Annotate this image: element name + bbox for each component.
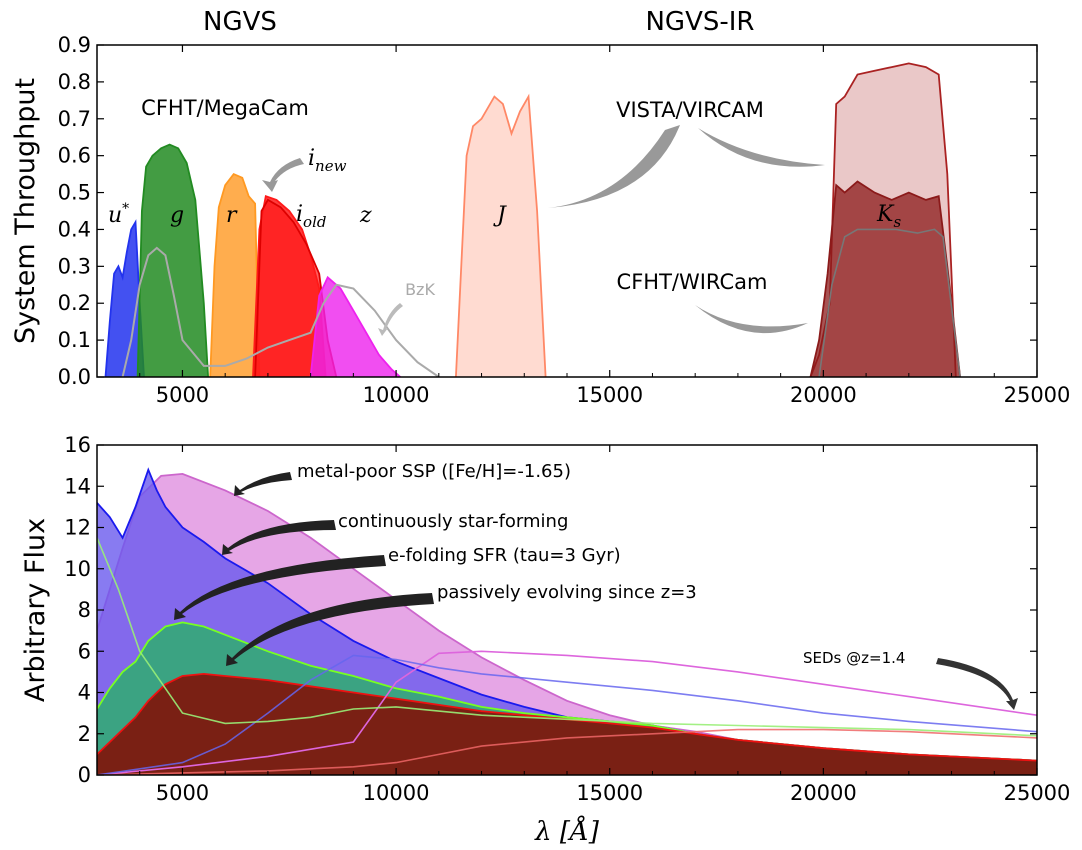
label-i-new-filter: inew — [308, 146, 347, 175]
x-tick-label: 25000 — [1004, 781, 1071, 805]
line-bzk — [121, 246, 440, 377]
area-passive — [97, 673, 1037, 775]
arrow-seds — [936, 658, 1018, 710]
y-tick-label: 0.4 — [58, 217, 91, 241]
area-u — [105, 222, 144, 377]
line-efold_z14 — [97, 537, 1037, 737]
y-tick-label: 10 — [64, 557, 91, 581]
top-axes: 5000 10000 15000 20000 25000 0.0 0.1 0.2 0.3 0.4 0… — [58, 33, 1071, 407]
arrow-const-sf — [222, 520, 336, 555]
label-z-filter: z — [359, 203, 372, 228]
y-tick-label: 6 — [78, 639, 91, 663]
label-i-old-filter: iold — [296, 202, 326, 231]
arrow-metal-poor — [234, 472, 292, 496]
y-tick-label: 8 — [78, 598, 91, 622]
y-tick-label: 14 — [64, 474, 91, 498]
arrow-bzk — [378, 303, 403, 336]
area-g — [137, 144, 209, 377]
label-wircam: CFHT/WIRCam — [617, 270, 768, 294]
y-tick-label: 0.3 — [58, 254, 91, 278]
x-tick-label: 20000 — [790, 781, 857, 805]
x-tick-label: 5000 — [156, 383, 209, 407]
y-tick-label: 4 — [78, 681, 91, 705]
line-metal_poor_z14 — [97, 650, 1037, 775]
area-r — [210, 174, 260, 377]
top-ylabel: System Throughput — [10, 78, 41, 344]
arrow-i-new — [262, 158, 304, 192]
header-ngvs-ir: NGVS-IR — [645, 7, 754, 37]
y-tick-label: 16 — [64, 433, 91, 457]
line-passive — [97, 672, 1037, 762]
bottom-ylabel: Arbitrary Flux — [20, 518, 51, 702]
line-z — [309, 275, 401, 377]
area-z — [310, 277, 401, 377]
line-Ks_bzk — [818, 228, 961, 377]
line-u — [104, 219, 145, 377]
y-tick-label: 0.8 — [58, 70, 91, 94]
y-tick-label: 0 — [78, 763, 91, 787]
y-tick-label: 0.9 — [58, 33, 91, 57]
area-J — [455, 96, 546, 377]
label-u-filter: u* — [108, 201, 129, 228]
line-const_sf_z14 — [97, 654, 1037, 775]
label-megacam: CFHT/MegaCam — [141, 96, 309, 120]
bottom-axes: 5000 10000 15000 20000 25000 0 2 4 6 8 10 12 14 16 — [64, 433, 1070, 805]
arrow-passive — [226, 593, 434, 666]
x-tick-label: 10000 — [363, 383, 430, 407]
header-ngvs: NGVS — [203, 7, 277, 37]
x-tick-label: 15000 — [576, 383, 643, 407]
arrow-efold — [174, 555, 386, 620]
x-tick-label: 5000 — [156, 781, 209, 805]
top-series-group — [104, 62, 961, 377]
x-tick-label: 10000 — [363, 781, 430, 805]
label-bzk: BzK — [405, 280, 435, 299]
label-efold: e-folding SFR (tau=3 Gyr) — [388, 545, 621, 566]
line-Ks_wircam — [809, 180, 961, 377]
arrow-wircam-to-ks — [695, 305, 808, 334]
line-J — [455, 93, 547, 377]
arrow-vircam-to-j — [548, 125, 680, 208]
y-tick-label: 0.6 — [58, 144, 91, 168]
y-tick-label: 0.5 — [58, 181, 91, 205]
y-tick-label: 0.0 — [58, 365, 91, 389]
bottom-series-group — [97, 467, 1037, 775]
line-g — [136, 143, 209, 377]
area-Ks_wircam — [810, 181, 961, 377]
label-j-filter: J — [493, 203, 507, 228]
line-r — [209, 172, 261, 377]
arrow-vircam-to-ks — [698, 128, 825, 167]
label-r-filter: r — [226, 203, 238, 228]
y-tick-label: 0.2 — [58, 291, 91, 315]
y-tick-label: 12 — [64, 516, 91, 540]
bottom-xlabel: λ [Å] — [534, 815, 600, 847]
label-seds: SEDs @z=1.4 — [803, 649, 905, 667]
label-passive: passively evolving since z=3 — [437, 582, 697, 603]
label-metal-poor: metal-poor SSP ([Fe/H]=-1.65) — [297, 461, 571, 482]
label-const-sf: continuously star-forming — [338, 511, 568, 532]
label-g-filter: g — [170, 203, 184, 228]
line-passive_z14 — [97, 728, 1037, 775]
y-tick-label: 0.1 — [58, 328, 91, 352]
y-tick-label: 0.7 — [58, 107, 91, 131]
x-tick-label: 15000 — [576, 781, 643, 805]
x-tick-label: 25000 — [1004, 383, 1071, 407]
x-tick-label: 20000 — [790, 383, 857, 407]
label-vircam: VISTA/VIRCAM — [616, 98, 764, 122]
y-tick-label: 2 — [78, 722, 91, 746]
